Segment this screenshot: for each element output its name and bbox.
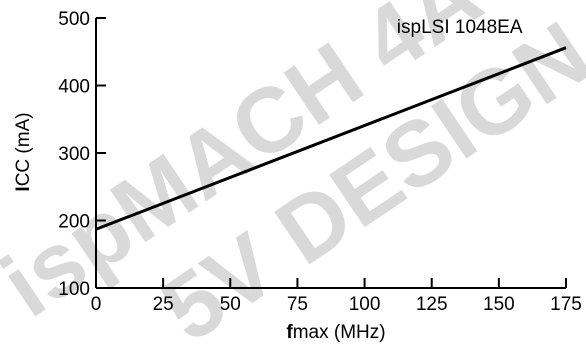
x-tick-label: 125 [416, 294, 448, 315]
y-tick-label: 500 [58, 9, 90, 30]
y-tick-label: 200 [58, 212, 90, 233]
y-axis-label: ICC (mA) [13, 112, 34, 191]
y-tick-label: 300 [58, 144, 90, 165]
y-tick-label: 400 [58, 77, 90, 98]
x-tick-label: 175 [550, 294, 582, 315]
y-tick-label: 100 [58, 279, 90, 300]
plot-area: 100 200 300 400 500 0 25 50 75 100 125 150 175 ispLSI… [58, 9, 582, 315]
x-tick-label: 100 [349, 294, 381, 315]
x-tick-label: 0 [91, 294, 102, 315]
series-line [95, 46, 567, 231]
x-tick-label: 150 [483, 294, 515, 315]
series-annotation: ispLSI 1048EA [397, 17, 523, 38]
x-tick-label: 25 [153, 294, 174, 315]
x-axis-label-bold: f [286, 322, 293, 343]
y-axis-label-rest: CC (mA) [13, 112, 34, 186]
x-axis-label: fmax (MHz) [286, 322, 385, 343]
x-axis-label-rest: max (MHz) [293, 322, 386, 343]
x-tick-label: 50 [220, 294, 241, 315]
y-axis-label-bold: I [13, 186, 34, 191]
x-tick-label: 75 [287, 294, 308, 315]
